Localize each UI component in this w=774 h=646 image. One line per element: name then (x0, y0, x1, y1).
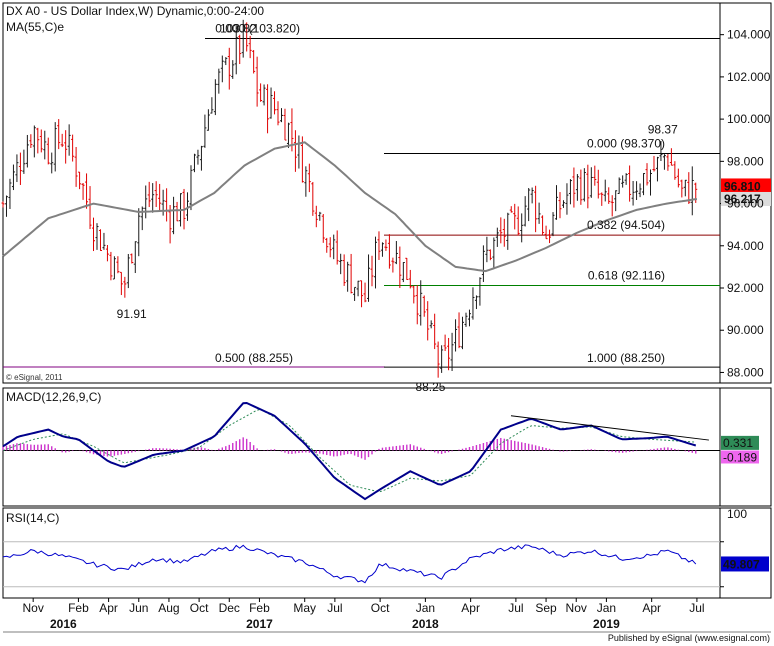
macd-last-label: 0.331 (723, 436, 753, 450)
last-price-label: 96.810 (724, 179, 761, 193)
fib-label: 0.618 (92.116) (588, 269, 665, 283)
chart-title: DX A0 - US Dollar Index,W) Dynamic,0:00-… (6, 4, 264, 18)
x-month-label: Jan (416, 601, 435, 615)
macd-hist-label: -0.189 (723, 450, 757, 464)
rsi-title: RSI(14,C) (6, 511, 59, 525)
rsi-last-label: 49.807 (723, 557, 760, 571)
rsi-last-tag (721, 556, 769, 572)
panel-frame-0 (2, 2, 772, 384)
fib-label: 0.382 (94.504) (587, 218, 665, 232)
x-year-label: 2019 (593, 617, 620, 631)
x-year-label: 2017 (246, 617, 273, 631)
price-ytick-label: 102.000 (727, 70, 771, 84)
price-annotation: 98.37 (648, 123, 678, 137)
x-month-label: Jan (597, 601, 616, 615)
price-ytick-label: 94.000 (727, 239, 764, 253)
last-price-tag (721, 178, 771, 194)
macd-line (2, 401, 697, 501)
price-ytick-label: 98.000 (727, 154, 764, 168)
x-month-label: Jul (689, 601, 704, 615)
macd-signal-line (2, 408, 696, 493)
x-month-label: Jun (129, 601, 148, 615)
last-ma-tag (721, 191, 771, 206)
price-ytick-label: 88.000 (727, 365, 764, 379)
x-month-label: Aug (158, 601, 179, 615)
macd-hist-tag (721, 450, 759, 464)
price-ytick-label: 96.000 (727, 197, 764, 211)
footer-credit: Published by eSignal (www.esignal.com) (608, 633, 770, 643)
last-ma-label: 96.217 (724, 192, 761, 206)
price-annotation: 103.82 (220, 21, 257, 35)
x-month-label: Oct (190, 601, 209, 615)
price-ytick-label: 90.000 (727, 323, 764, 337)
x-month-label: Apr (642, 601, 661, 615)
macd-title: MACD(12,26,9,C) (6, 390, 101, 404)
price-ytick-label: 92.000 (727, 281, 764, 295)
x-month-label: Apr (461, 601, 480, 615)
macd-last-tag (721, 435, 759, 450)
x-month-label: Feb (68, 601, 89, 615)
x-month-label: Oct (371, 601, 390, 615)
panel-frame-1 (2, 387, 772, 507)
x-month-label: Dec (219, 601, 240, 615)
price-annotation: 88.25 (415, 380, 445, 394)
x-month-label: Feb (249, 601, 270, 615)
ma-line (2, 141, 698, 273)
fib-label: 0.000 (98.370) (587, 137, 665, 151)
rsi-line (2, 544, 697, 584)
price-ytick-label: 100.000 (727, 112, 771, 126)
x-month-label: May (293, 601, 316, 615)
x-month-label: Jul (327, 601, 342, 615)
copyright-note: © eSignal, 2011 (6, 373, 63, 382)
fib-label: 0.500 (88.255) (215, 351, 293, 365)
x-month-label: Nov (566, 601, 587, 615)
x-year-label: 2018 (412, 617, 439, 631)
macd-trendline (510, 415, 709, 441)
fib-label: 0.000 (103.820) (215, 21, 300, 35)
price-annotation: 91.91 (117, 307, 147, 321)
x-month-label: Sep (535, 601, 557, 615)
price-ytick-label: 104.000 (727, 28, 771, 42)
ma-legend: MA(55,C)e (6, 20, 64, 34)
x-month-label: Jul (508, 601, 523, 615)
x-month-label: Apr (99, 601, 118, 615)
fib-label: 1.000 (88.250) (587, 351, 665, 365)
panel-frame-2 (2, 507, 772, 599)
rsi-ytick-label: 100 (727, 507, 747, 521)
x-year-label: 2016 (50, 617, 77, 631)
x-month-label: Nov (22, 601, 43, 615)
